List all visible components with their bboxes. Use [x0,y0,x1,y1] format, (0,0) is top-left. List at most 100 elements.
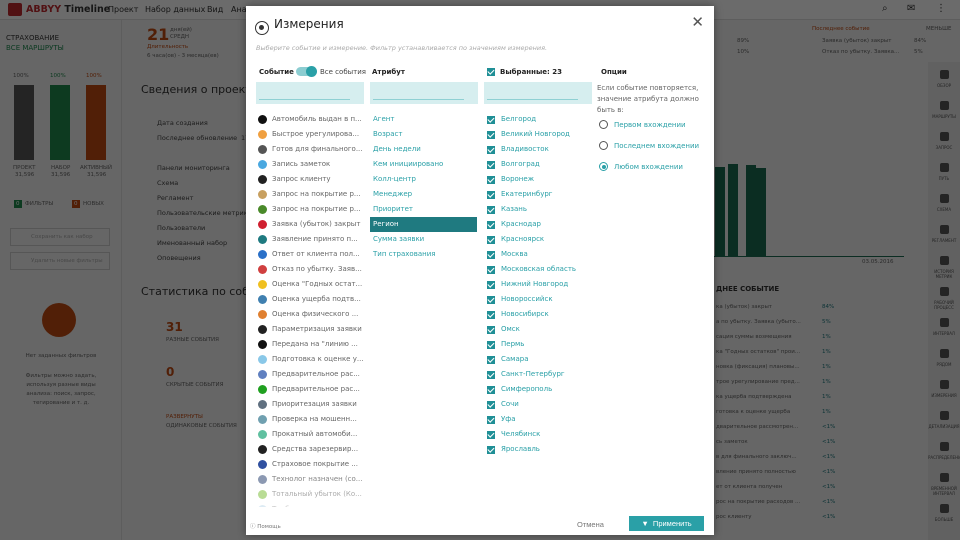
project-link[interactable]: Пользователи [157,224,206,232]
event-item[interactable]: Требование на рассмо... [258,502,368,507]
right-nav-item[interactable]: РЯДОМ [928,341,960,372]
menu-view[interactable]: Вид [207,5,224,14]
event-item[interactable]: Запрос клиенту [258,172,368,187]
cancel-button[interactable]: Отмена [577,520,604,529]
project-link[interactable]: Пользовательские метрики [157,209,252,217]
value-search-input[interactable] [487,90,578,100]
event-item[interactable]: Прокатный автомоби... [258,427,368,442]
value-item[interactable]: Нижний Новгород [487,277,597,292]
project-link[interactable]: Панели мониторинга [157,164,230,172]
more-icon[interactable]: ⋮ [936,3,946,14]
event-item[interactable]: Параметризация заявки [258,322,368,337]
attribute-item[interactable]: Кем инициировано [373,160,444,168]
event-item[interactable]: Технолог назначен (со... [258,472,368,487]
right-nav-item[interactable]: ИНТЕРВАЛ [928,310,960,341]
event-item[interactable]: Оценка ущерба подтв... [258,292,368,307]
search-icon[interactable]: ⌕ [882,3,888,14]
radio-option[interactable]: Первом вхождении [599,120,686,129]
right-nav-item[interactable]: МАРШРУТЫ [928,93,960,124]
menu-project[interactable]: Проект [108,5,139,14]
value-item[interactable]: Сочи [487,397,597,412]
event-item[interactable]: Проверка на мошенн... [258,412,368,427]
project-link[interactable]: Схема [157,179,179,187]
event-item[interactable]: Заявка (убыток) закрыт [258,217,368,232]
value-item[interactable]: Самара [487,352,597,367]
right-nav-item[interactable]: ИЗМЕРЕНИЯ [928,372,960,403]
value-item[interactable]: Московская область [487,262,597,277]
save-set-button[interactable]: Сохранить как набор [10,228,110,246]
right-nav-item[interactable]: ИСТОРИЯ МЕТРИК [928,248,960,279]
value-item[interactable]: Казань [487,202,597,217]
event-item[interactable]: Приоритезация заявки [258,397,368,412]
event-item[interactable]: Заявление принято п... [258,232,368,247]
value-item[interactable]: Симферополь [487,382,597,397]
help-link[interactable]: ⓘ Помощь [250,524,281,530]
event-item[interactable]: Передана на "линию ... [258,337,368,352]
attribute-item[interactable]: Менеджер [373,190,413,198]
attribute-item[interactable]: Возраст [373,130,403,138]
all-events-toggle[interactable] [296,66,317,77]
value-item[interactable]: Красноярск [487,232,597,247]
attribute-item[interactable]: Регион [370,217,477,232]
value-item[interactable]: Воронеж [487,172,597,187]
event-item[interactable]: Предварительное рас... [258,382,368,397]
event-item[interactable]: Подготовка к оценке у... [258,352,368,367]
project-link[interactable]: Регламент [157,194,194,202]
value-item[interactable]: Белгород [487,112,597,127]
event-item[interactable]: Страховое покрытие ... [258,457,368,472]
attribute-item[interactable]: День недели [373,145,421,153]
event-search-input[interactable] [259,90,350,100]
filters-label[interactable]: ФИЛЬТРЫ [25,201,54,207]
value-item[interactable]: Москва [487,247,597,262]
event-item[interactable]: Предварительное рас... [258,367,368,382]
right-nav-item[interactable]: СХЕМА [928,186,960,217]
value-item[interactable]: Омск [487,322,597,337]
event-item[interactable]: Тотальный убыток (Ко... [258,487,368,502]
less-button[interactable]: МЕНЬШЕ [926,26,952,32]
value-item[interactable]: Великий Новгород [487,127,597,142]
value-item[interactable]: Уфа [487,412,597,427]
value-item[interactable]: Владивосток [487,142,597,157]
value-item[interactable]: Новороссийск [487,292,597,307]
event-item[interactable]: Оценка "Годных остат... [258,277,368,292]
right-nav-item[interactable]: ПУТЬ [928,155,960,186]
attribute-item[interactable]: Колл-центр [373,175,416,183]
menu-dataset[interactable]: Набор данных [145,5,206,14]
value-item[interactable]: Санкт-Петербург [487,367,597,382]
routes-link[interactable]: ВСЕ МАРШРУТЫ [6,44,64,52]
value-list[interactable]: Белгород Великий Новгород Владивосток Волго… [487,112,597,457]
apply-button[interactable]: ▼ Применить [629,516,704,531]
right-nav-item[interactable]: ОБЗОР [928,62,960,93]
event-item[interactable]: Запрос на покрытие р... [258,187,368,202]
new-label[interactable]: НОВЫХ [83,201,104,207]
attribute-item[interactable]: Сумма заявки [373,235,425,243]
mail-icon[interactable]: ✉ [907,3,916,14]
attribute-search-input[interactable] [373,90,464,100]
radio-option[interactable]: Любом вхождении [599,162,683,171]
event-item[interactable]: Ответ от клиента пол... [258,247,368,262]
select-all-checkbox[interactable] [487,68,501,76]
value-item[interactable]: Ярославль [487,442,597,457]
attribute-list[interactable]: Агент Возраст День недели Кем инициировано К… [370,112,477,262]
event-item[interactable]: Запись заметок [258,157,368,172]
attribute-item[interactable]: Агент [373,115,395,123]
value-item[interactable]: Новосибирск [487,307,597,322]
expanded-status[interactable]: РАЗВЕРНУТЫ [166,414,203,420]
delete-filters-button[interactable]: Удалить новые фильтры [10,252,110,270]
event-list[interactable]: Автомобиль выдан в п... Быстрое урегулиро… [258,112,368,507]
right-nav-item[interactable]: ЗАПРОС [928,124,960,155]
event-item[interactable]: Запрос на покрытие р... [258,202,368,217]
event-item[interactable]: Готов для финального... [258,142,368,157]
radio-option[interactable]: Последнем вхождении [599,141,699,150]
event-item[interactable]: Автомобиль выдан в п... [258,112,368,127]
right-nav-item[interactable]: РАБОЧИЙ ПРОЦЕСС [928,279,960,310]
right-nav-item[interactable]: ДЕТАЛИЗАЦИЯ [928,403,960,434]
close-icon[interactable]: ✕ [691,13,704,31]
event-item[interactable]: Быстрое урегулирова... [258,127,368,142]
right-nav-item[interactable]: РЕГЛАМЕНТ [928,217,960,248]
attribute-item[interactable]: Приоритет [373,205,413,213]
value-item[interactable]: Пермь [487,337,597,352]
attribute-item[interactable]: Тип страхования [373,250,436,258]
value-item[interactable]: Волгоград [487,157,597,172]
event-item[interactable]: Средства зарезервир... [258,442,368,457]
